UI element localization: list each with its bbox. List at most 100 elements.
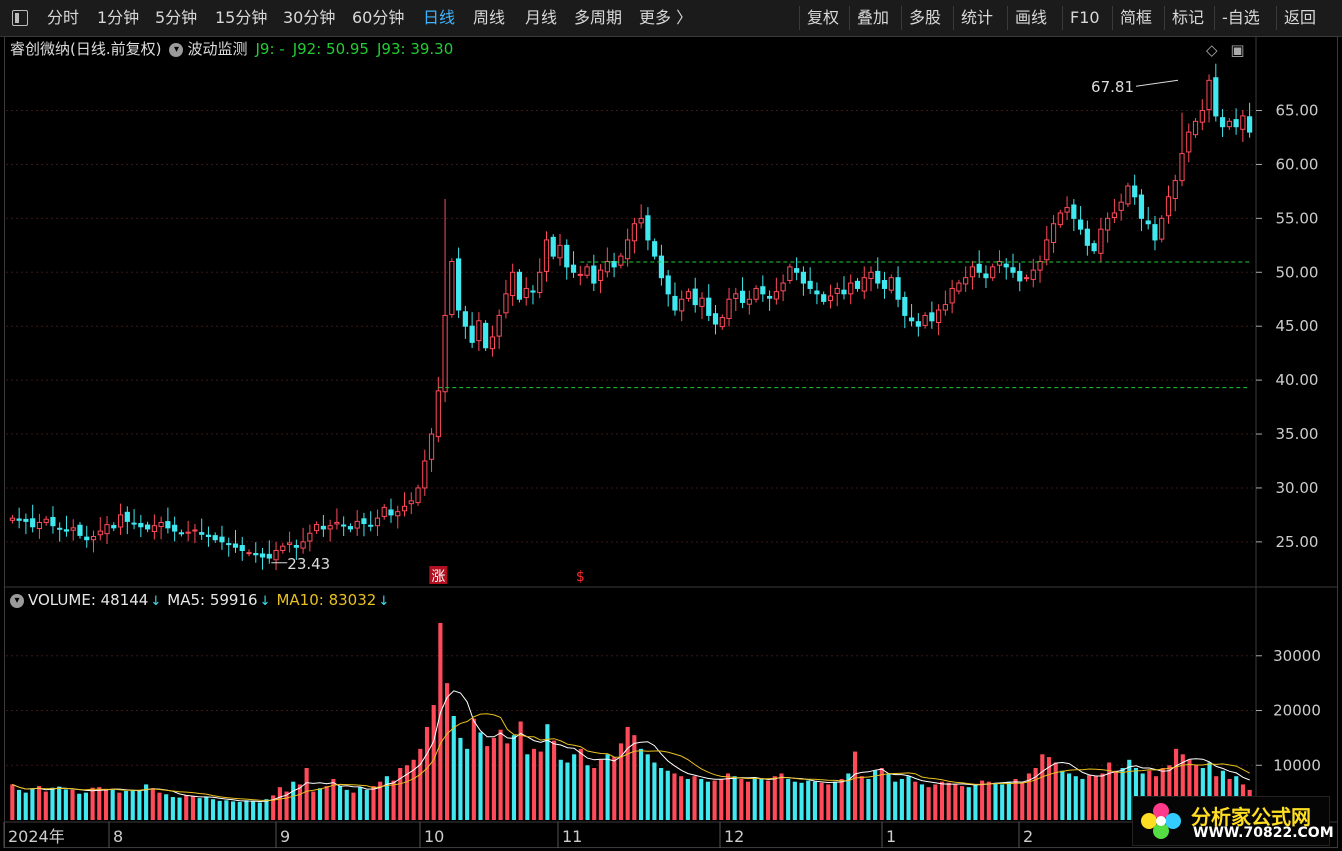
tool-button-4[interactable]: 画线 bbox=[1015, 8, 1048, 27]
period-tab-4[interactable]: 30分钟 bbox=[283, 8, 336, 27]
tool-button-3[interactable]: 统计 bbox=[961, 8, 994, 27]
volume-bar bbox=[184, 795, 189, 820]
period-tab-1[interactable]: 1分钟 bbox=[97, 8, 140, 27]
candle-body bbox=[178, 532, 184, 535]
candle-body bbox=[239, 545, 245, 551]
indicator-name[interactable]: 波动监测 bbox=[187, 40, 248, 58]
period-tab-3[interactable]: 15分钟 bbox=[215, 8, 268, 27]
diamond-icon[interactable]: ◇ bbox=[1206, 41, 1218, 59]
volume-bar bbox=[284, 791, 289, 820]
tool-button-0[interactable]: 复权 bbox=[807, 8, 840, 27]
volume-bar bbox=[418, 748, 423, 820]
candle-body bbox=[692, 288, 698, 306]
candle-body bbox=[834, 287, 840, 294]
candle-body bbox=[861, 277, 867, 292]
volume-bar bbox=[953, 784, 958, 820]
volume-bar bbox=[618, 743, 624, 820]
window-icon[interactable]: ▣ bbox=[1230, 41, 1245, 59]
volume-bar bbox=[792, 781, 797, 820]
panel-toggle-icon[interactable] bbox=[12, 10, 28, 26]
volume-bar bbox=[525, 754, 530, 820]
candle-body bbox=[205, 534, 212, 537]
candle-body bbox=[232, 543, 239, 548]
volume-bar bbox=[852, 751, 858, 820]
volume-bar bbox=[1053, 762, 1058, 820]
toolbar-separator bbox=[1007, 6, 1008, 30]
candle-body bbox=[30, 518, 36, 528]
candle-body bbox=[212, 535, 218, 541]
candle-body bbox=[591, 265, 597, 284]
volume-bar bbox=[297, 784, 303, 820]
candle-body bbox=[70, 527, 76, 531]
volume-bar bbox=[37, 786, 42, 820]
candle-body bbox=[983, 273, 989, 279]
candle-body bbox=[483, 322, 489, 349]
period-tab-9[interactable]: 多周期 bbox=[574, 8, 623, 27]
candle-body bbox=[848, 282, 854, 295]
period-tab-0[interactable]: 分时 bbox=[47, 8, 80, 27]
period-tab-7[interactable]: 周线 bbox=[473, 8, 506, 27]
candle-body bbox=[739, 290, 746, 303]
candle-body bbox=[645, 215, 651, 241]
tool-button-9[interactable]: 返回 bbox=[1284, 8, 1317, 27]
candle-body bbox=[902, 297, 908, 316]
month-label: 2024年 bbox=[8, 827, 65, 846]
candle-body bbox=[516, 271, 523, 300]
price-tick-label: 40.00 bbox=[1276, 371, 1319, 389]
volume-bar bbox=[598, 759, 603, 820]
price-tick-label: 30.00 bbox=[1276, 479, 1319, 497]
period-tab-10[interactable]: 更多 〉 bbox=[639, 8, 693, 27]
candle-body bbox=[1017, 270, 1023, 282]
candle-body bbox=[969, 266, 976, 278]
price-tick-label: 25.00 bbox=[1276, 533, 1319, 551]
candle-body bbox=[814, 290, 820, 295]
volume-bar bbox=[1020, 782, 1025, 820]
candle-body bbox=[327, 525, 333, 530]
candle-body bbox=[381, 506, 387, 517]
volume-bar bbox=[786, 778, 791, 820]
candle-body bbox=[496, 314, 502, 337]
price-tick-label: 65.00 bbox=[1276, 102, 1319, 120]
candle-body bbox=[489, 336, 495, 350]
candle-body bbox=[1010, 267, 1016, 273]
chevron-down-icon[interactable]: ▾ bbox=[169, 42, 184, 57]
volume-bar bbox=[311, 791, 316, 820]
volume-value: VOLUME: 48144 bbox=[28, 591, 149, 609]
tool-button-7[interactable]: 标记 bbox=[1172, 8, 1205, 27]
volume-bar bbox=[505, 743, 510, 820]
volume-bar bbox=[638, 748, 644, 820]
volume-bar bbox=[344, 789, 349, 820]
candle-body bbox=[165, 521, 171, 529]
volume-bar bbox=[859, 776, 864, 820]
period-tab-8[interactable]: 月线 bbox=[525, 8, 558, 27]
candle-body bbox=[1030, 269, 1036, 280]
candle-body bbox=[314, 524, 320, 532]
volume-bar bbox=[210, 799, 216, 820]
candle-body bbox=[868, 271, 874, 280]
candle-body bbox=[117, 514, 124, 528]
period-tab-6[interactable]: 日线 bbox=[423, 8, 456, 27]
chevron-down-icon[interactable]: ▾ bbox=[10, 593, 24, 608]
candle-body bbox=[57, 527, 63, 530]
period-tab-5[interactable]: 60分钟 bbox=[352, 8, 405, 27]
tool-button-6[interactable]: 简框 bbox=[1120, 8, 1153, 27]
signal-label: 涨 bbox=[431, 569, 445, 585]
tool-button-1[interactable]: 叠加 bbox=[857, 8, 890, 27]
candle-body bbox=[334, 521, 340, 525]
j9-value: J9: - bbox=[255, 40, 285, 58]
volume-bar bbox=[552, 740, 557, 820]
tool-button-8[interactable]: -自选 bbox=[1222, 8, 1260, 27]
period-tab-2[interactable]: 5分钟 bbox=[155, 8, 198, 27]
volume-bar bbox=[685, 778, 690, 820]
volume-bar bbox=[230, 801, 236, 820]
candle-body bbox=[996, 260, 1003, 266]
volume-bar bbox=[779, 773, 784, 820]
candle-body bbox=[915, 321, 921, 327]
candle-body bbox=[854, 280, 861, 289]
tool-button-2[interactable]: 多股 bbox=[909, 8, 942, 27]
volume-bar bbox=[438, 622, 443, 820]
volume-bar bbox=[337, 786, 343, 820]
volume-bar bbox=[30, 788, 35, 820]
tool-button-5[interactable]: F10 bbox=[1070, 8, 1100, 27]
